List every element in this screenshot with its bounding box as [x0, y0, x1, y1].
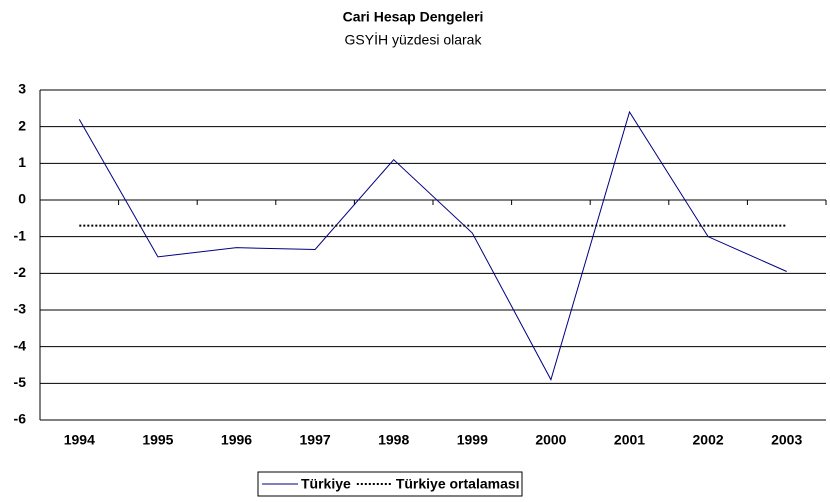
x-tick-label: 2000	[535, 432, 566, 448]
series-line	[78, 110, 787, 381]
y-tick-label: 2	[18, 117, 26, 133]
x-tick-label: 1994	[64, 432, 95, 448]
y-tick-label: -4	[14, 337, 27, 353]
y-tick-label: -6	[14, 411, 27, 427]
x-tick-label: 1997	[300, 432, 331, 448]
x-tick-label: 1995	[142, 432, 173, 448]
legend-label: Türkiye	[301, 476, 351, 492]
legend-label: Türkiye ortalaması	[396, 476, 520, 492]
y-tick-label: 1	[18, 154, 26, 170]
x-tick-label: 2003	[771, 432, 802, 448]
chart-subtitle: GSYİH yüzdesi olarak	[345, 31, 483, 48]
y-tick-label: 0	[18, 191, 26, 207]
y-tick-label: -5	[14, 374, 27, 390]
chart-title: Cari Hesap Dengeleri	[343, 9, 484, 25]
x-tick-label: 2002	[693, 432, 724, 448]
y-tick-label: 3	[18, 81, 26, 97]
y-tick-label: -2	[14, 264, 27, 280]
y-tick-label: -1	[14, 227, 27, 243]
x-tick-label: 1996	[221, 432, 252, 448]
x-tick-label: 1999	[457, 432, 488, 448]
x-tick-label: 2001	[614, 432, 645, 448]
x-tick-label: 1998	[378, 432, 409, 448]
y-tick-label: -3	[14, 301, 27, 317]
